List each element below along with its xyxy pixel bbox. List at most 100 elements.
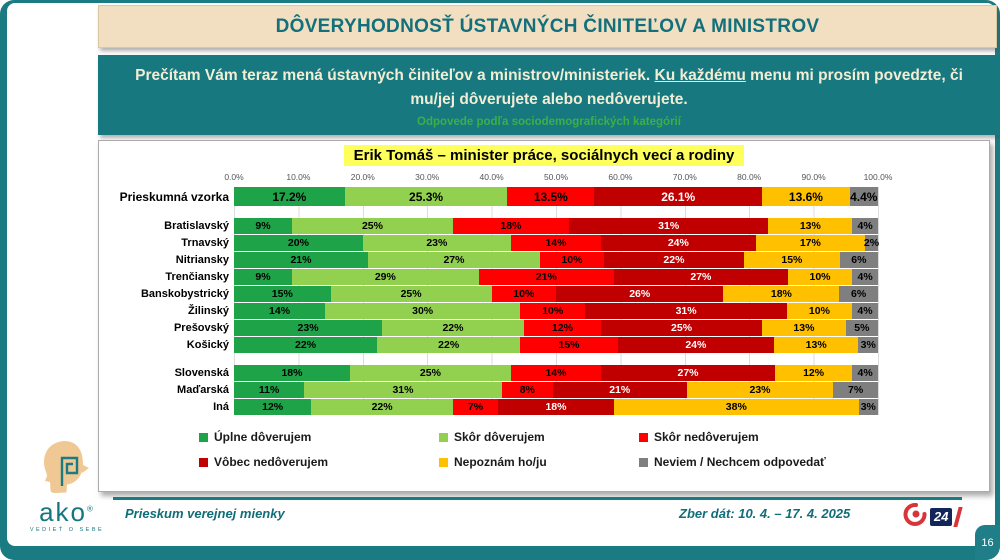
legend-label: Skôr dôverujem [454, 430, 545, 444]
bar-segment: 2% [863, 235, 880, 251]
bar-segment: 25% [349, 365, 511, 381]
bar-segment: 8% [501, 382, 553, 398]
bar-segment: 4% [852, 218, 878, 234]
row-label: Prešovský [173, 322, 229, 334]
bar-segment: 31% [585, 303, 787, 319]
chart-row: Nitriansky 21% 27% 10% 22% 15% 6% [99, 252, 989, 268]
bar-segment: 21% [478, 269, 614, 285]
stacked-bar: 14% 30% 10% 31% 10% 4% [234, 303, 878, 319]
row-label: Košický [186, 339, 229, 351]
page-number: 16 [975, 525, 1000, 560]
x-tick: 30.0% [415, 172, 440, 182]
slide-background: DÔVERYHODNOSŤ ÚSTAVNÝCH ČINITEĽOV A MINI… [7, 3, 1000, 546]
bar-segment: 21% [234, 252, 368, 268]
bar-segment: 30% [325, 303, 521, 319]
stacked-bar: 22% 22% 15% 24% 13% 3% [234, 337, 878, 353]
legend: Úplne dôverujem Skôr dôverujem Skôr nedôve… [199, 430, 859, 469]
bar-segment: 10% [491, 286, 556, 302]
bar-segment: 3% [858, 399, 878, 415]
bar-segment: 20% [234, 235, 363, 251]
bar-segment: 18% [234, 365, 350, 381]
ako-logo-subtext: VEDIEŤ O SEBE [29, 527, 105, 534]
bar-segment: 13% [773, 337, 859, 353]
bar-segment: 9% [234, 218, 292, 234]
bar-rows: Prieskumná vzorka 17.2% 25.3% 13.5% 26.1% 13.… [99, 187, 989, 415]
bar-segment: 4% [851, 303, 878, 319]
x-tick: 50.0% [543, 172, 569, 182]
instruction-subnote: Odpovede podľa sociodemografických kateg… [417, 116, 681, 129]
bar-segment: 22% [382, 320, 524, 336]
bar-segment: 18% [723, 286, 840, 302]
x-tick: 80.0% [737, 172, 762, 182]
chart-row: Maďarská 11% 31% 8% 21% 23% 7% [99, 382, 989, 398]
bar-segment: 12% [523, 320, 602, 336]
bar-segment: 13.5% [507, 187, 595, 206]
row-group-total: Prieskumná vzorka 17.2% 25.3% 13.5% 26.1% 13.… [99, 187, 989, 206]
ako-logo: ako® VEDIEŤ O SEBE [17, 440, 117, 533]
bar-segment: 13.6% [762, 187, 850, 206]
bar-segment: 13% [762, 320, 846, 336]
joj-swirl-icon [903, 502, 927, 531]
bar-segment: 23% [362, 235, 511, 251]
chart-row: Prieskumná vzorka 17.2% 25.3% 13.5% 26.1% 13.… [99, 187, 989, 206]
bar-segment: 22% [311, 399, 453, 415]
bar-segment: 31% [568, 218, 769, 234]
plot-area: Prieskumná vzorka 17.2% 25.3% 13.5% 26.1% 13.… [99, 187, 989, 415]
bar-segment: 9% [234, 269, 292, 285]
bar-segment: 25% [330, 286, 492, 302]
legend-label: Neviem / Nechcem odpovedať [654, 455, 826, 469]
bar-segment: 22% [234, 337, 378, 353]
bar-segment: 15% [234, 286, 331, 302]
bar-segment: 10% [540, 252, 604, 268]
bar-segment: 27% [601, 365, 775, 381]
chart-row: Košický 22% 22% 15% 24% 13% 3% [99, 337, 989, 353]
footer-separator [113, 497, 962, 500]
bar-segment: 13% [768, 218, 853, 234]
footer-date-label: Zber dát: 10. 4. – 17. 4. 2025 [679, 506, 851, 521]
x-tick: 60.0% [608, 172, 633, 182]
bar-segment: 25% [291, 218, 453, 234]
bar-segment: 4% [852, 269, 878, 285]
chart-row: Trnavský 20% 23% 14% 24% 17% 2% [99, 235, 989, 251]
row-label: Trnavský [181, 237, 229, 249]
x-tick: 100.0% [863, 172, 893, 182]
bar-segment: 18% [452, 218, 569, 234]
bar-segment: 4.4% [849, 187, 878, 206]
bar-segment: 10% [786, 303, 852, 319]
legend-marker [199, 457, 208, 467]
chart-row: Prešovský 23% 22% 12% 25% 13% 5% [99, 320, 989, 336]
row-label: Žilinský [188, 305, 229, 317]
legend-marker [639, 457, 648, 467]
stacked-bar: 9% 25% 18% 31% 13% 4% [234, 218, 878, 234]
x-tick: 40.0% [479, 172, 504, 182]
joj-slash-icon [953, 506, 964, 527]
legend-item: Vôbec nedôverujem [199, 455, 439, 469]
stacked-bar: 18% 25% 14% 27% 12% 4% [234, 365, 878, 381]
bar-segment: 10% [520, 303, 586, 319]
bar-segment: 7% [452, 399, 499, 415]
bar-segment: 23% [686, 382, 834, 398]
chart-panel: Erik Tomáš – minister práce, sociálnych … [98, 140, 990, 492]
stacked-bar: 17.2% 25.3% 13.5% 26.1% 13.6% 4.4% [234, 187, 878, 206]
stacked-bar: 11% 31% 8% 21% 23% 7% [234, 382, 878, 398]
stacked-bar: 9% 29% 21% 27% 10% 4% [234, 269, 878, 285]
row-label: Slovenská [174, 367, 229, 379]
chart-row: Žilinský 14% 30% 10% 31% 10% 4% [99, 303, 989, 319]
bar-segment: 6% [839, 286, 878, 302]
bar-segment: 7% [833, 382, 878, 398]
stacked-bar: 20% 23% 14% 24% 17% 2% [234, 235, 880, 251]
legend-label: Úplne dôverujem [214, 430, 312, 444]
row-group-nationality: Slovenská 18% 25% 14% 27% 12% 4% Maďarská 11% 31%… [99, 365, 989, 415]
chart-row: Trenčiansky 9% 29% 21% 27% 10% 4% [99, 269, 989, 285]
stacked-bar: 12% 22% 7% 18% 38% 3% [234, 399, 878, 415]
bar-segment: 24% [617, 337, 774, 353]
legend-item: Skôr nedôverujem [639, 430, 859, 444]
x-tick: 10.0% [286, 172, 311, 182]
x-tick: 90.0% [801, 172, 826, 182]
bar-segment: 25.3% [344, 187, 508, 206]
page-title-text: DÔVERYHODNOSŤ ÚSTAVNÝCH ČINITEĽOV A MINI… [275, 15, 820, 37]
legend-marker [639, 432, 648, 442]
legend-marker [199, 432, 208, 442]
ako-head-icon [41, 441, 93, 502]
